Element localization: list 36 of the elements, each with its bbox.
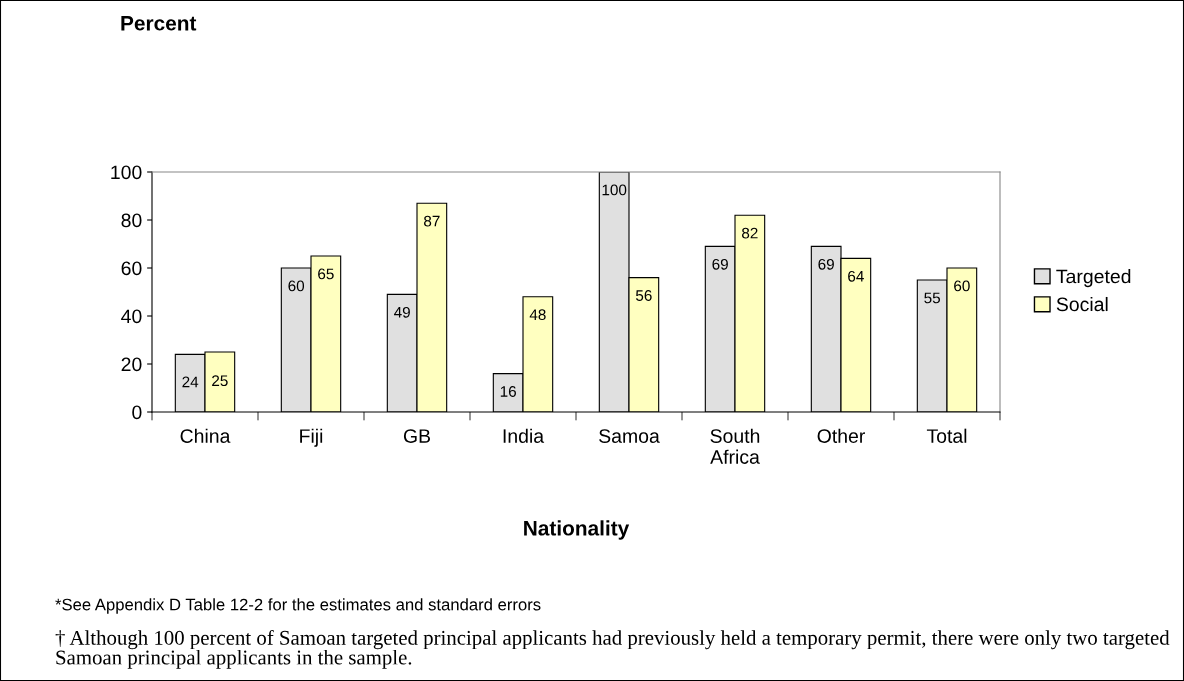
data-label: 56: [635, 290, 652, 301]
data-label: 49: [394, 306, 410, 318]
data-label: 65: [318, 268, 334, 280]
x-tick-label: Fiji: [300, 428, 323, 447]
data-label: 16: [500, 386, 516, 397]
x-tick-label: South Africa: [710, 428, 760, 464]
y-tick-label: 100: [111, 165, 142, 180]
x-tick-label: Other: [817, 428, 865, 443]
y-tick-label: 0: [132, 405, 142, 420]
data-label: 100: [602, 184, 627, 196]
y-tick-label: 40: [121, 309, 142, 324]
legend-label: Social: [1056, 296, 1108, 312]
data-label: 48: [529, 309, 546, 321]
data-label: 87: [424, 215, 440, 227]
data-label: 55: [924, 292, 941, 304]
data-label: 24: [182, 376, 199, 388]
x-tick-label: GB: [403, 429, 431, 443]
legend-label: Targeted: [1056, 269, 1131, 288]
y-tick-label: 80: [121, 213, 142, 228]
data-label: 60: [954, 280, 970, 292]
x-tick-label: Samoa: [599, 429, 660, 443]
data-label: 69: [818, 258, 834, 270]
data-label: 64: [848, 270, 864, 282]
data-label: 69: [712, 258, 728, 270]
data-label: 82: [742, 227, 758, 239]
x-tick-label: China: [180, 428, 231, 443]
y-tick-label: 60: [121, 261, 142, 276]
x-tick-label: Total: [926, 428, 967, 443]
data-label: 25: [212, 375, 228, 387]
y-tick-label: 20: [121, 357, 142, 372]
text: † Although 100 percent of Samoan targeted principal applicants had previously held a temporary permit, there were only two targeted Samoan principal applicants in the sample.: [55, 630, 1170, 669]
text: *See Appendix D Table 12-2 for the estimates and standard errors: [55, 598, 541, 614]
text: Percent: [121, 16, 197, 31]
data-label: 60: [288, 280, 305, 292]
x-axis-title: Nationality: [524, 520, 630, 540]
x-tick-label: India: [503, 428, 545, 443]
